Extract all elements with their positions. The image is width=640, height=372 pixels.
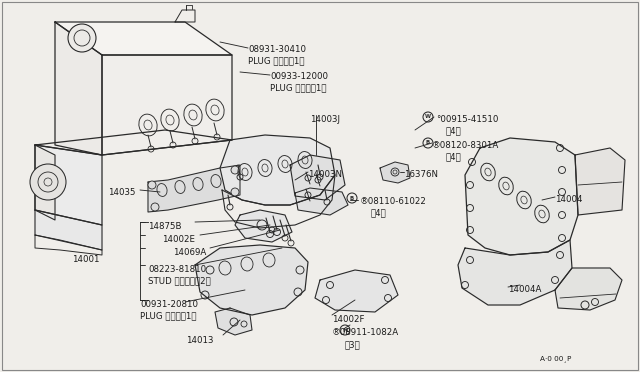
Polygon shape [215,308,252,335]
Polygon shape [575,148,625,215]
Text: A·0 00¸P: A·0 00¸P [540,355,572,362]
Circle shape [68,24,96,52]
Circle shape [151,203,159,211]
Circle shape [30,164,66,200]
Circle shape [148,181,156,189]
Polygon shape [55,22,232,55]
Text: PLUG プラグ（1）: PLUG プラグ（1） [140,311,196,320]
Text: 14004A: 14004A [508,285,541,294]
Text: B: B [426,141,430,145]
Circle shape [231,166,239,174]
Text: PLUG プラグ（1）: PLUG プラグ（1） [270,83,326,92]
Text: ®08911-1082A: ®08911-1082A [332,328,399,337]
Polygon shape [35,210,102,250]
Polygon shape [458,240,572,305]
Text: 08223-81810: 08223-81810 [148,265,206,274]
Text: N: N [342,327,348,333]
Polygon shape [555,268,622,310]
Polygon shape [35,145,102,225]
Text: °00915-41510: °00915-41510 [436,115,499,124]
Text: 14003N: 14003N [308,170,342,179]
Text: 14069A: 14069A [173,248,206,257]
Polygon shape [35,145,55,220]
Text: 14001: 14001 [72,255,99,264]
Polygon shape [102,55,232,155]
Text: PLUG プラグ（1）: PLUG プラグ（1） [248,56,305,65]
Text: ®08110-61022: ®08110-61022 [360,197,427,206]
Text: 14002F: 14002F [332,315,365,324]
Text: （4）: （4） [445,152,461,161]
Text: B: B [350,196,354,201]
Polygon shape [148,165,240,212]
Text: W: W [425,115,431,119]
Text: STUD スタッド（2）: STUD スタッド（2） [148,276,211,285]
Polygon shape [380,162,410,183]
Text: 00931-20810: 00931-20810 [140,300,198,309]
Text: 14875B: 14875B [148,222,182,231]
Text: 14002E: 14002E [162,235,195,244]
Polygon shape [315,270,398,312]
Circle shape [231,188,239,196]
Polygon shape [235,210,292,242]
Text: 00933-12000: 00933-12000 [270,72,328,81]
Text: （4）: （4） [445,126,461,135]
Polygon shape [195,245,308,315]
Text: 08931-30410: 08931-30410 [248,45,306,54]
Text: 14035: 14035 [108,188,136,197]
Polygon shape [220,135,335,205]
Text: （3）: （3） [344,340,360,349]
Text: ®08120-8301A: ®08120-8301A [432,141,499,150]
Text: 16376N: 16376N [404,170,438,179]
Polygon shape [290,155,345,200]
Polygon shape [295,188,348,215]
Text: 14003J: 14003J [310,115,340,124]
Text: （4）: （4） [370,208,386,217]
Polygon shape [465,138,578,255]
Text: 14004: 14004 [555,195,582,204]
Polygon shape [55,22,102,155]
Text: 14013: 14013 [186,336,214,345]
